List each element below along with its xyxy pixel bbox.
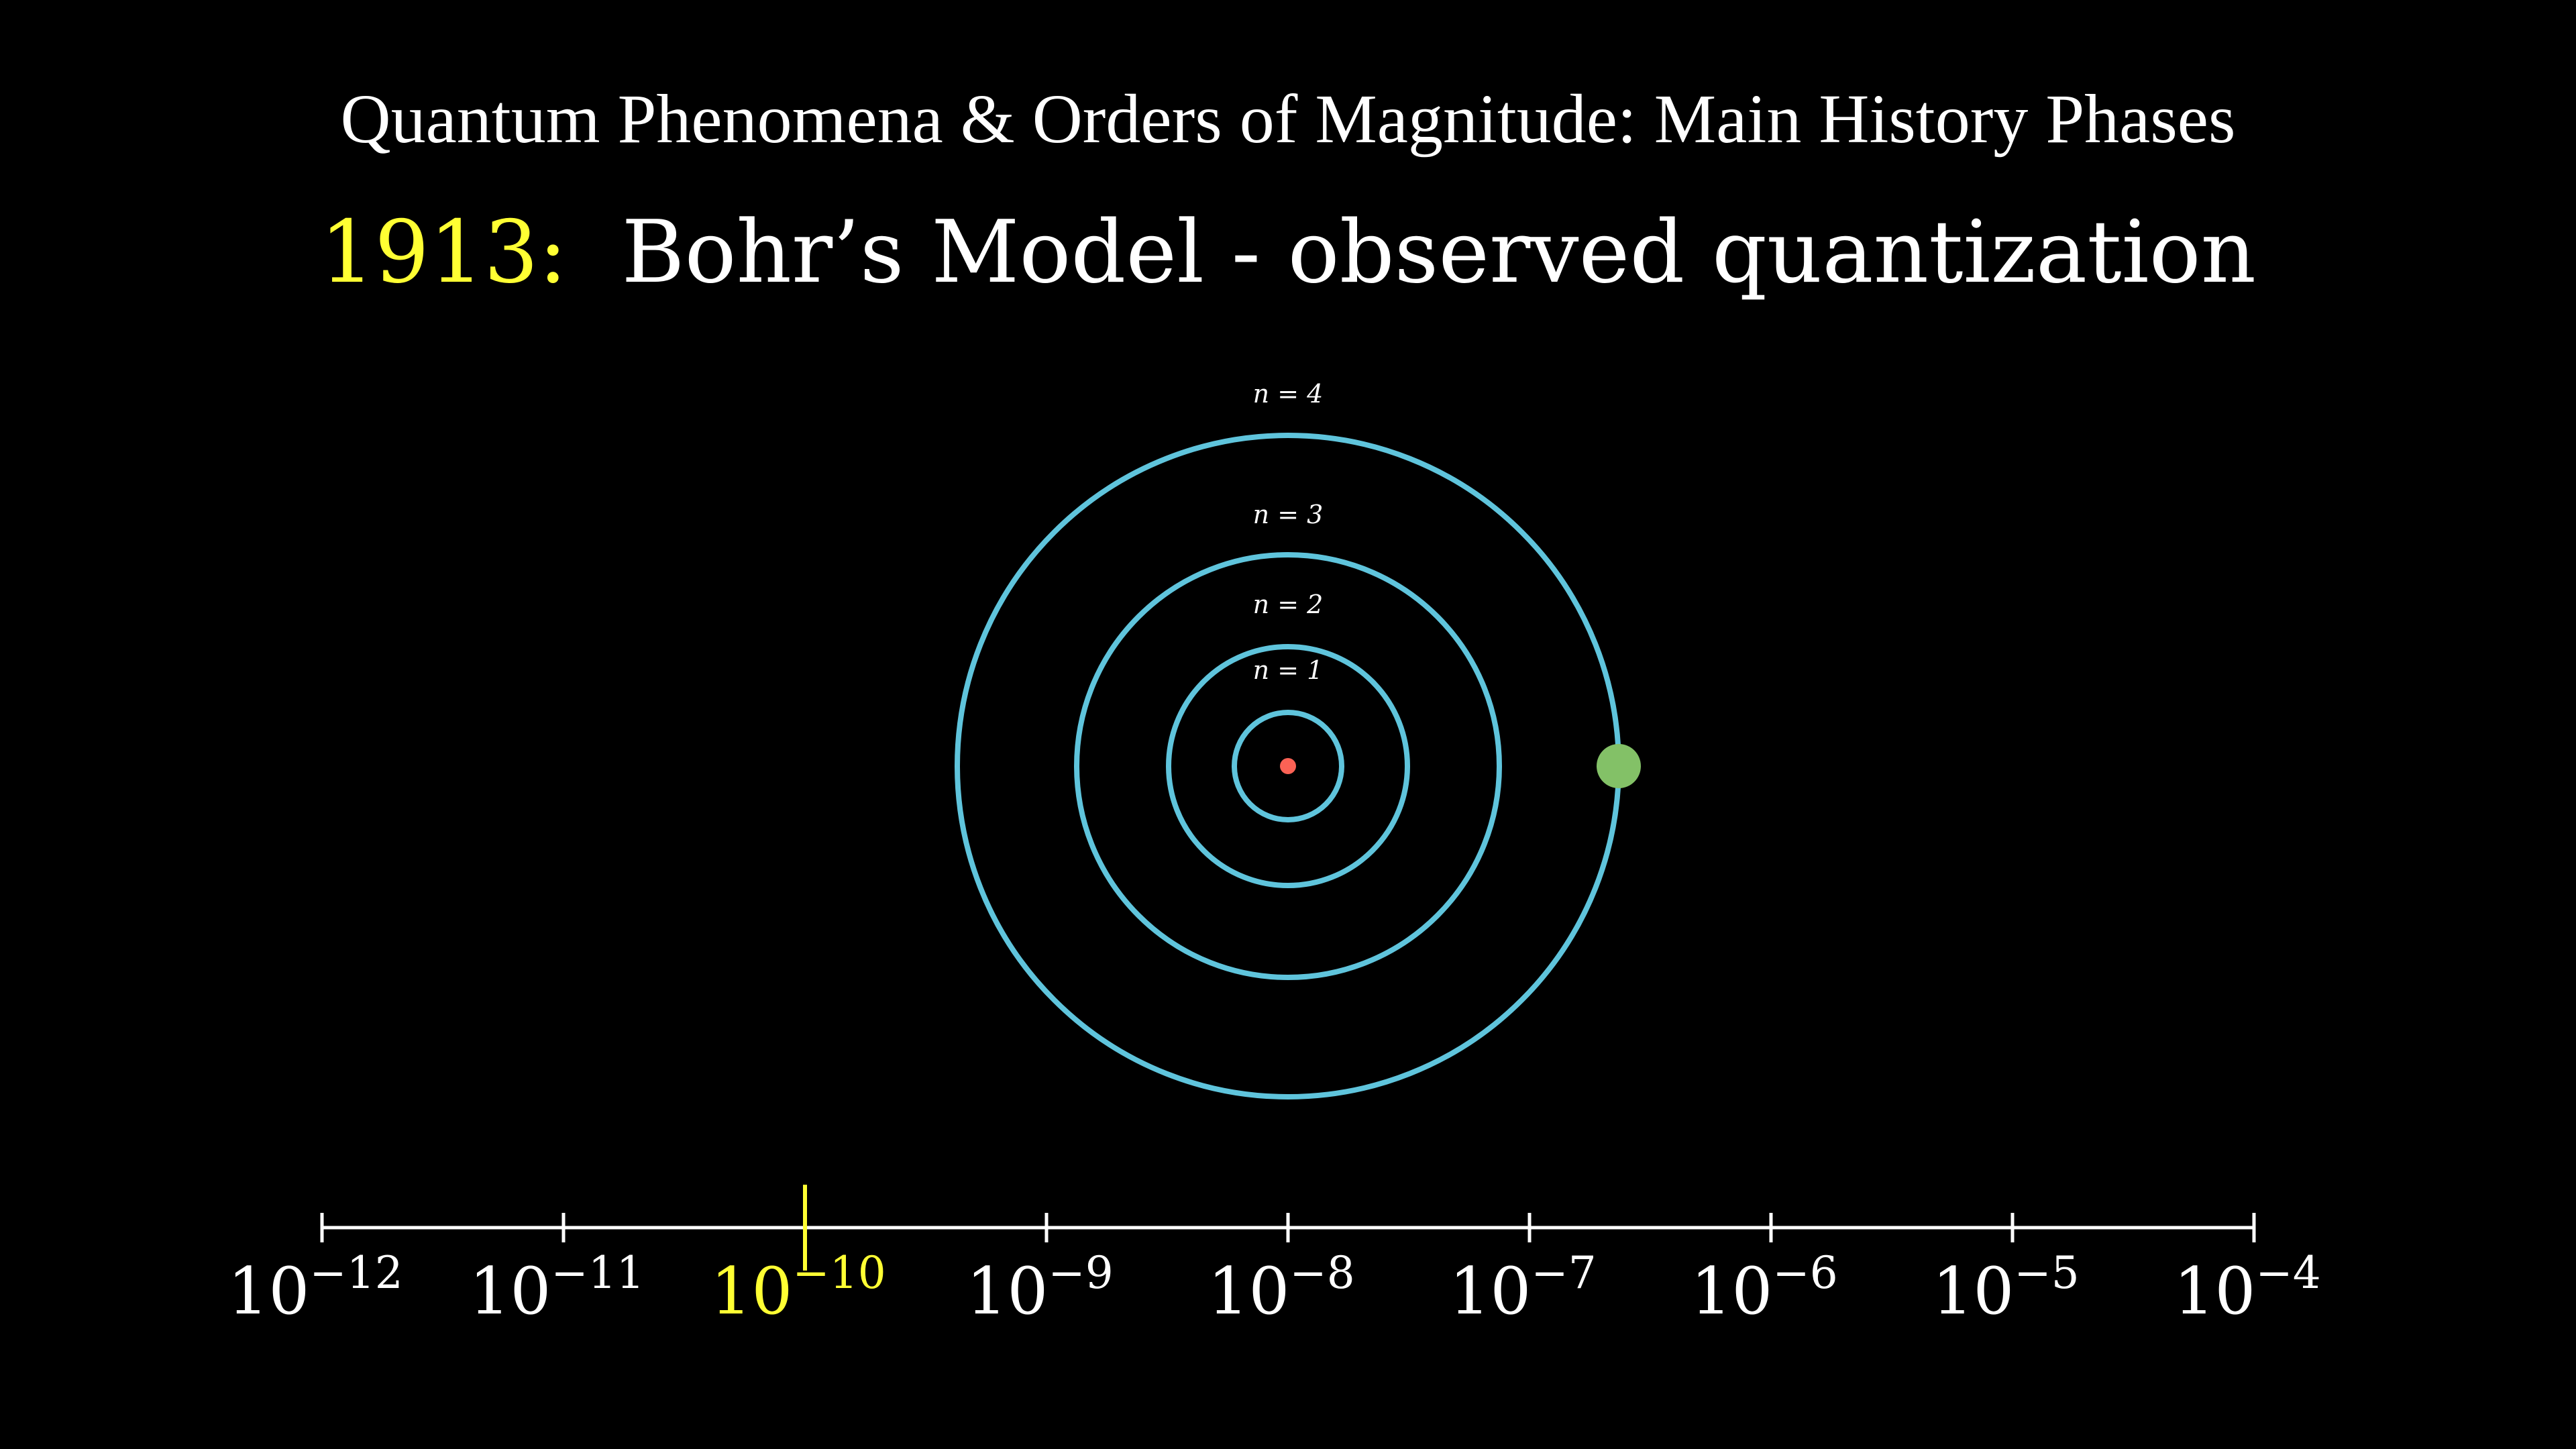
tick-label: 10−7 [1449, 1247, 1596, 1329]
subtitle-text: Bohr’s Model - observed quantization [621, 203, 2256, 303]
tick-label: 10−8 [1208, 1247, 1354, 1329]
tick-label: 10−6 [1690, 1247, 1837, 1329]
magnitude-scale: 10−12 10−11 10−10 10−9 10−8 10−7 10−6 10−5 10−4 [227, 1185, 2321, 1329]
tick-label: 10−10 [710, 1247, 885, 1329]
orbit-label-n3: n = 3 [1253, 500, 1324, 529]
orbit-n1 [1232, 710, 1344, 822]
orbit-label-n4: n = 4 [1253, 379, 1324, 409]
tick-label: 10−11 [469, 1247, 644, 1329]
subtitle-line: 1913: Bohr’s Model - observed quantizati… [320, 203, 2256, 303]
tick-label: 10−5 [1932, 1247, 2079, 1329]
main-title: Quantum Phenomena & Orders of Magnitude:… [341, 80, 2236, 158]
tick-label: 10−12 [227, 1247, 402, 1329]
orbit-label-n2: n = 2 [1253, 590, 1324, 619]
bohr-atom: n = 1 n = 2 n = 3 n = 4 [955, 379, 1641, 1099]
orbit-n2 [1166, 644, 1410, 888]
orbit-n3 [1074, 552, 1502, 980]
tick-label: 10−4 [2174, 1247, 2320, 1329]
nucleus [1280, 758, 1296, 774]
electron [1597, 744, 1641, 788]
year-label: 1913: [320, 203, 568, 303]
orbit-label-n1: n = 1 [1253, 655, 1324, 685]
tick-label: 10−9 [966, 1247, 1113, 1329]
